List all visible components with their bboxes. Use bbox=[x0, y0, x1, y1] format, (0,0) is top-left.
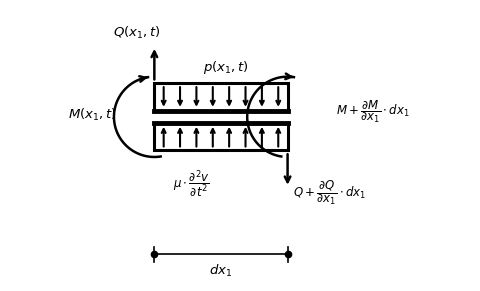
Text: $M+\dfrac{\partial M}{\partial x_1}\cdot dx_1$: $M+\dfrac{\partial M}{\partial x_1}\cdot… bbox=[336, 98, 410, 125]
Text: $M(x_1,t)$: $M(x_1,t)$ bbox=[68, 107, 117, 123]
Text: $Q(x_1,t)$: $Q(x_1,t)$ bbox=[113, 25, 160, 41]
Bar bbox=[155, 123, 288, 150]
Text: $dx_1$: $dx_1$ bbox=[209, 263, 233, 279]
Text: $p(x_1,t)$: $p(x_1,t)$ bbox=[203, 59, 249, 76]
Text: $Q+\dfrac{\partial Q}{\partial x_1}\cdot dx_1$: $Q+\dfrac{\partial Q}{\partial x_1}\cdot… bbox=[292, 178, 365, 207]
Text: $\mu\cdot\dfrac{\partial^2 v}{\partial t^2}$: $\mu\cdot\dfrac{\partial^2 v}{\partial t… bbox=[173, 169, 210, 200]
Bar bbox=[155, 83, 288, 111]
